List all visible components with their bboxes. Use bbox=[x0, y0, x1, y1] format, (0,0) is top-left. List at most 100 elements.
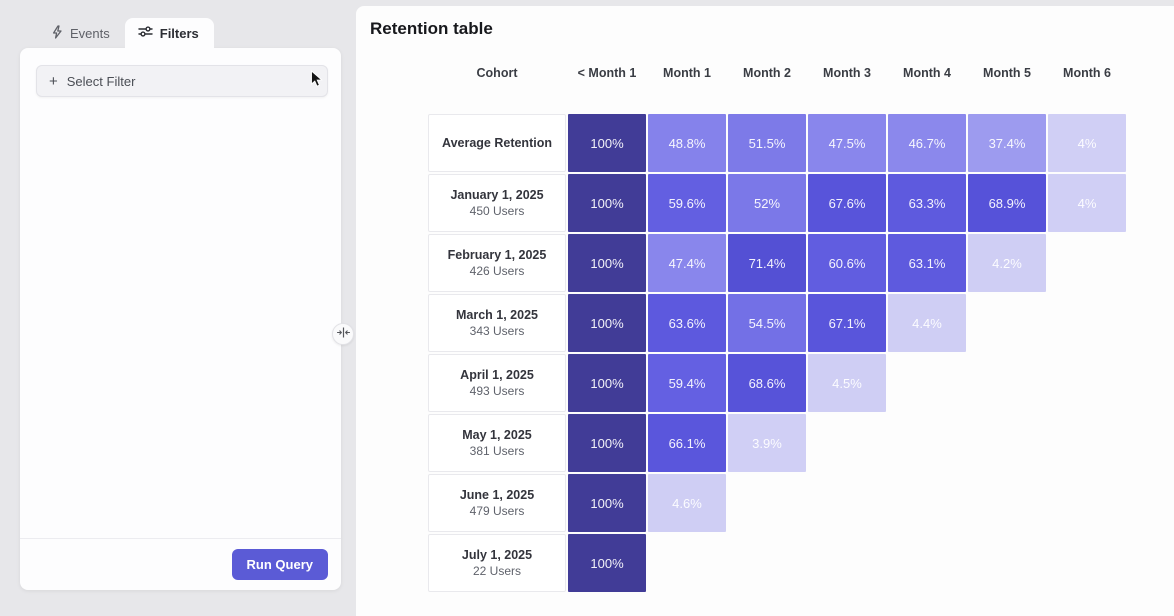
cohort-label: February 1, 2025 bbox=[447, 248, 547, 262]
empty-cell bbox=[1048, 354, 1126, 412]
tab-events[interactable]: Events bbox=[38, 18, 125, 48]
retention-cell[interactable]: 100% bbox=[568, 174, 646, 232]
empty-cell bbox=[968, 354, 1046, 412]
cohort-user-count: 450 Users bbox=[469, 204, 525, 218]
cohort-user-count: 381 Users bbox=[469, 444, 525, 458]
empty-cell bbox=[1048, 474, 1126, 532]
retention-cell[interactable]: 67.6% bbox=[808, 174, 886, 232]
retention-cell[interactable]: 100% bbox=[568, 234, 646, 292]
cohort-user-count: 479 Users bbox=[469, 504, 525, 518]
retention-cell[interactable]: 100% bbox=[568, 474, 646, 532]
run-query-button[interactable]: Run Query bbox=[231, 549, 328, 580]
empty-cell bbox=[1048, 534, 1126, 592]
retention-cell[interactable]: 47.5% bbox=[808, 114, 886, 172]
cohort-label: March 1, 2025 bbox=[456, 308, 538, 322]
cohort-cell: June 1, 2025 479 Users bbox=[428, 474, 566, 532]
cohort-cell: February 1, 2025 426 Users bbox=[428, 234, 566, 292]
cohort-user-count: 493 Users bbox=[469, 384, 525, 398]
retention-cell[interactable]: 3.9% bbox=[728, 414, 806, 472]
cohort-cell: Average Retention bbox=[428, 114, 566, 172]
column-header: Month 2 bbox=[743, 66, 791, 80]
select-filter-button[interactable]: + Select Filter bbox=[36, 65, 328, 97]
page-title: Retention table bbox=[370, 19, 493, 38]
retention-cell[interactable]: 37.4% bbox=[968, 114, 1046, 172]
retention-cell[interactable]: 4.4% bbox=[888, 294, 966, 352]
empty-cell bbox=[968, 534, 1046, 592]
retention-cell[interactable]: 63.1% bbox=[888, 234, 966, 292]
tab-events-label: Events bbox=[70, 25, 110, 41]
column-header: Month 4 bbox=[903, 66, 951, 80]
empty-cell bbox=[888, 534, 966, 592]
retention-cell[interactable]: 60.6% bbox=[808, 234, 886, 292]
empty-cell bbox=[968, 414, 1046, 472]
sidebar-tabs: Events Filters bbox=[38, 18, 214, 48]
retention-cell[interactable]: 47.4% bbox=[648, 234, 726, 292]
retention-cell[interactable]: 4.6% bbox=[648, 474, 726, 532]
empty-cell bbox=[728, 474, 806, 532]
retention-cell[interactable]: 59.4% bbox=[648, 354, 726, 412]
retention-cell[interactable]: 100% bbox=[568, 534, 646, 592]
retention-cell[interactable]: 4.5% bbox=[808, 354, 886, 412]
cohort-user-count: 22 Users bbox=[472, 564, 522, 578]
column-header: Month 5 bbox=[983, 66, 1031, 80]
column-header: Month 1 bbox=[663, 66, 711, 80]
empty-cell bbox=[888, 474, 966, 532]
retention-cell[interactable]: 52% bbox=[728, 174, 806, 232]
retention-cell[interactable]: 67.1% bbox=[808, 294, 886, 352]
retention-cell[interactable]: 54.5% bbox=[728, 294, 806, 352]
filters-panel: + Select Filter Run Query bbox=[20, 48, 341, 590]
tab-filters[interactable]: Filters bbox=[124, 18, 214, 48]
retention-cell[interactable]: 68.6% bbox=[728, 354, 806, 412]
main-panel: Retention table Cohort < Month 1 Month 1 Mo… bbox=[356, 6, 1174, 616]
retention-cell[interactable]: 100% bbox=[568, 114, 646, 172]
retention-cell[interactable]: 63.6% bbox=[648, 294, 726, 352]
panel-resize-handle[interactable] bbox=[332, 323, 354, 345]
empty-cell bbox=[1048, 234, 1126, 292]
column-header: Month 6 bbox=[1063, 66, 1111, 80]
cohort-label: January 1, 2025 bbox=[450, 188, 544, 202]
cohort-cell: May 1, 2025 381 Users bbox=[428, 414, 566, 472]
retention-cell[interactable]: 100% bbox=[568, 354, 646, 412]
retention-cell[interactable]: 46.7% bbox=[888, 114, 966, 172]
tab-filters-label: Filters bbox=[159, 25, 199, 41]
empty-cell bbox=[968, 474, 1046, 532]
sidebar-footer: Run Query bbox=[20, 538, 341, 590]
sliders-icon bbox=[138, 25, 153, 41]
retention-cell[interactable]: 4% bbox=[1048, 114, 1126, 172]
empty-cell bbox=[888, 414, 966, 472]
retention-cell[interactable]: 68.9% bbox=[968, 174, 1046, 232]
cohort-cell: January 1, 2025 450 Users bbox=[428, 174, 566, 232]
cohort-column-header: Cohort bbox=[476, 66, 518, 80]
retention-cell[interactable]: 4.2% bbox=[968, 234, 1046, 292]
empty-cell bbox=[1048, 414, 1126, 472]
cohort-cell: July 1, 2025 22 Users bbox=[428, 534, 566, 592]
empty-cell bbox=[808, 534, 886, 592]
retention-cell[interactable]: 4% bbox=[1048, 174, 1126, 232]
cohort-cell: April 1, 2025 493 Users bbox=[428, 354, 566, 412]
retention-table: Cohort < Month 1 Month 1 Month 2 Month 3 Mont… bbox=[428, 54, 1126, 592]
retention-cell[interactable]: 59.6% bbox=[648, 174, 726, 232]
retention-cell[interactable]: 63.3% bbox=[888, 174, 966, 232]
cursor-icon bbox=[310, 70, 324, 94]
empty-cell bbox=[808, 474, 886, 532]
empty-cell bbox=[648, 534, 726, 592]
retention-cell[interactable]: 51.5% bbox=[728, 114, 806, 172]
cohort-label: Average Retention bbox=[442, 136, 552, 150]
retention-cell[interactable]: 71.4% bbox=[728, 234, 806, 292]
cohort-user-count: 343 Users bbox=[469, 324, 525, 338]
retention-cell[interactable]: 48.8% bbox=[648, 114, 726, 172]
cohort-label: May 1, 2025 bbox=[462, 428, 532, 442]
empty-cell bbox=[968, 294, 1046, 352]
cohort-label: April 1, 2025 bbox=[460, 368, 534, 382]
empty-cell bbox=[808, 414, 886, 472]
cohort-label: June 1, 2025 bbox=[459, 488, 535, 502]
retention-cell[interactable]: 100% bbox=[568, 414, 646, 472]
retention-cell[interactable]: 66.1% bbox=[648, 414, 726, 472]
retention-cell[interactable]: 100% bbox=[568, 294, 646, 352]
select-filter-label: Select Filter bbox=[66, 73, 136, 89]
cohort-user-count: 426 Users bbox=[469, 264, 525, 278]
plus-icon: + bbox=[49, 72, 58, 90]
column-header: Month 3 bbox=[823, 66, 871, 80]
collapse-arrows-icon bbox=[336, 325, 350, 343]
lightning-icon bbox=[51, 24, 63, 42]
